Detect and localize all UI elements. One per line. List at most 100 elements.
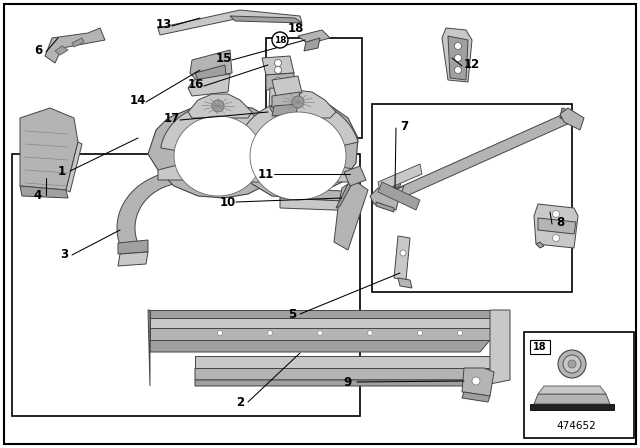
Polygon shape [195,65,226,80]
Text: 4: 4 [34,189,42,202]
Text: 9: 9 [344,375,352,388]
Circle shape [417,331,422,336]
Polygon shape [336,180,354,208]
Polygon shape [190,50,232,80]
Circle shape [458,331,463,336]
Polygon shape [272,104,298,116]
Circle shape [317,331,323,336]
Bar [12,154,360,416]
Text: 16: 16 [188,78,204,90]
Circle shape [552,211,559,217]
Polygon shape [66,142,82,192]
Circle shape [454,43,461,49]
Text: 13: 13 [156,17,172,30]
Circle shape [275,66,282,73]
Text: 8: 8 [556,215,564,228]
Polygon shape [560,108,574,122]
Polygon shape [236,100,360,182]
Polygon shape [344,166,366,186]
Polygon shape [380,112,572,206]
Text: 14: 14 [130,94,146,107]
Circle shape [568,360,576,368]
Polygon shape [150,310,490,318]
Polygon shape [530,404,614,410]
Polygon shape [45,28,105,63]
Polygon shape [538,386,606,394]
Polygon shape [536,242,544,248]
Bar [524,332,634,438]
Circle shape [272,32,288,48]
Polygon shape [272,92,300,108]
Text: 7: 7 [400,120,408,133]
Polygon shape [394,236,410,280]
Polygon shape [448,36,468,80]
Circle shape [454,55,461,61]
Text: 18: 18 [533,342,547,352]
Circle shape [472,377,480,385]
Circle shape [367,331,372,336]
Circle shape [400,250,406,256]
Circle shape [278,120,285,126]
Polygon shape [195,368,490,380]
Polygon shape [380,178,402,196]
Circle shape [275,78,282,85]
Polygon shape [262,56,294,75]
Polygon shape [378,182,420,210]
Polygon shape [150,340,490,352]
Polygon shape [20,186,68,198]
Bar [266,38,362,138]
Polygon shape [376,202,394,212]
Polygon shape [230,16,302,23]
Text: 2: 2 [236,396,244,409]
Polygon shape [148,104,284,198]
Polygon shape [195,356,490,368]
Polygon shape [150,318,490,328]
Polygon shape [534,204,578,248]
Polygon shape [442,28,472,82]
Circle shape [278,109,285,116]
Text: 18: 18 [288,22,304,34]
Polygon shape [174,116,262,196]
Circle shape [218,331,223,336]
Polygon shape [298,30,330,44]
Circle shape [278,100,285,108]
Polygon shape [118,240,148,254]
Polygon shape [20,108,78,190]
Text: 10: 10 [220,195,236,208]
Circle shape [552,234,559,241]
Circle shape [558,350,586,378]
Text: 1: 1 [58,164,66,177]
Polygon shape [250,112,346,200]
Polygon shape [534,394,610,404]
Polygon shape [270,90,336,118]
Text: 5: 5 [288,307,296,320]
Polygon shape [280,188,364,202]
Text: 11: 11 [258,168,274,181]
Polygon shape [236,100,358,198]
Text: 18: 18 [274,35,286,44]
Polygon shape [195,380,490,386]
Polygon shape [370,188,400,210]
Polygon shape [268,130,296,138]
Polygon shape [268,88,298,130]
Polygon shape [118,252,148,266]
Circle shape [278,92,285,99]
Bar [530,340,550,354]
Polygon shape [188,74,230,96]
Polygon shape [266,73,294,90]
Polygon shape [150,328,490,340]
Polygon shape [378,164,422,192]
Polygon shape [280,198,364,211]
Polygon shape [72,38,84,47]
Text: 17: 17 [164,112,180,125]
Polygon shape [272,76,302,96]
Polygon shape [158,10,302,35]
Polygon shape [480,310,510,386]
Polygon shape [188,94,252,118]
Polygon shape [55,46,68,55]
Polygon shape [148,310,150,386]
Circle shape [268,331,273,336]
Circle shape [563,355,581,373]
Polygon shape [398,278,412,288]
Bar [372,104,572,292]
